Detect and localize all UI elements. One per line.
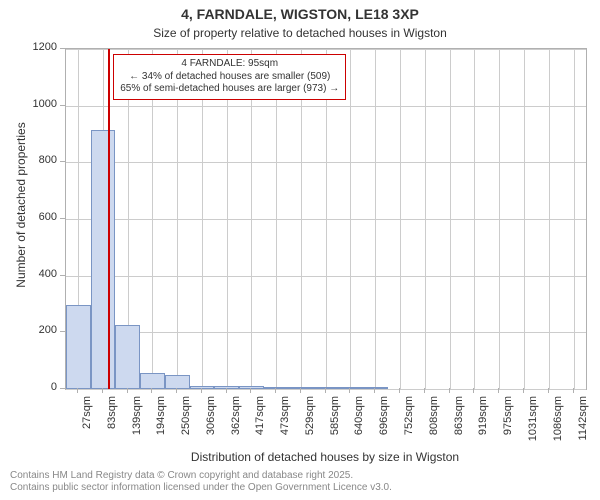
x-tick-label: 752sqm <box>403 396 415 451</box>
annotation-box: 4 FARNDALE: 95sqm← 34% of detached house… <box>113 54 346 100</box>
x-tick-label: 919sqm <box>477 396 489 451</box>
tick-mark-y <box>60 48 65 49</box>
tick-mark-x <box>424 388 425 393</box>
tick-mark-x <box>77 388 78 393</box>
histogram-bar <box>239 386 263 389</box>
tick-mark-y <box>60 331 65 332</box>
x-tick-label: 473sqm <box>279 396 291 451</box>
y-tick-label: 400 <box>17 268 57 280</box>
histogram-bar <box>214 386 239 389</box>
gridline-v <box>549 49 550 389</box>
tick-mark-x <box>151 388 152 393</box>
x-tick-label: 306sqm <box>205 396 217 451</box>
histogram-bar <box>91 130 115 389</box>
tick-mark-x <box>226 388 227 393</box>
y-tick-label: 800 <box>17 154 57 166</box>
x-tick-label: 1142sqm <box>577 396 589 451</box>
tick-mark-x <box>102 388 103 393</box>
gridline-v <box>301 49 302 389</box>
histogram-bar <box>115 325 140 389</box>
tick-mark-y <box>60 388 65 389</box>
tick-mark-x <box>374 388 375 393</box>
annotation-line: 4 FARNDALE: 95sqm <box>120 58 339 71</box>
tick-mark-x <box>201 388 202 393</box>
gridline-v <box>350 49 351 389</box>
gridline-v <box>227 49 228 389</box>
gridline-v <box>375 49 376 389</box>
subject-marker-line <box>108 49 110 389</box>
x-tick-label: 696sqm <box>378 396 390 451</box>
x-tick-label: 808sqm <box>428 396 440 451</box>
gridline-v <box>177 49 178 389</box>
gridline-h <box>66 389 586 390</box>
gridline-v <box>425 49 426 389</box>
tick-mark-x <box>473 388 474 393</box>
footer-line-1: Contains HM Land Registry data © Crown c… <box>10 470 392 482</box>
x-tick-label: 194sqm <box>155 396 167 451</box>
tick-mark-x <box>498 388 499 393</box>
tick-mark-x <box>548 388 549 393</box>
y-tick-label: 600 <box>17 211 57 223</box>
x-tick-label: 640sqm <box>353 396 365 451</box>
chart-container: 4, FARNDALE, WIGSTON, LE18 3XP Size of p… <box>0 0 600 500</box>
chart-subtitle: Size of property relative to detached ho… <box>0 26 600 40</box>
tick-mark-x <box>573 388 574 393</box>
x-tick-label: 1031sqm <box>527 396 539 451</box>
tick-mark-x <box>349 388 350 393</box>
x-tick-label: 250sqm <box>180 396 192 451</box>
annotation-line: 65% of semi-detached houses are larger (… <box>120 83 339 96</box>
footer-attribution: Contains HM Land Registry data © Crown c… <box>10 470 392 494</box>
x-tick-label: 975sqm <box>502 396 514 451</box>
tick-mark-x <box>523 388 524 393</box>
gridline-v <box>574 49 575 389</box>
x-tick-label: 585sqm <box>329 396 341 451</box>
tick-mark-y <box>60 161 65 162</box>
gridline-v <box>326 49 327 389</box>
chart-title: 4, FARNDALE, WIGSTON, LE18 3XP <box>0 6 600 22</box>
tick-mark-x <box>325 388 326 393</box>
x-tick-label: 27sqm <box>81 396 93 451</box>
histogram-bar <box>165 375 189 389</box>
tick-mark-x <box>127 388 128 393</box>
x-tick-label: 139sqm <box>131 396 143 451</box>
y-tick-label: 1200 <box>17 41 57 53</box>
tick-mark-x <box>449 388 450 393</box>
x-tick-label: 1086sqm <box>552 396 564 451</box>
footer-line-2: Contains public sector information licen… <box>10 482 392 494</box>
gridline-v <box>251 49 252 389</box>
tick-mark-x <box>250 388 251 393</box>
x-axis-label: Distribution of detached houses by size … <box>65 450 585 464</box>
gridline-v <box>450 49 451 389</box>
tick-mark-y <box>60 275 65 276</box>
gridline-v <box>474 49 475 389</box>
histogram-bar <box>140 373 165 389</box>
gridline-v <box>276 49 277 389</box>
x-tick-label: 417sqm <box>254 396 266 451</box>
y-tick-label: 0 <box>17 381 57 393</box>
x-tick-label: 362sqm <box>230 396 242 451</box>
tick-mark-y <box>60 105 65 106</box>
gridline-v <box>499 49 500 389</box>
tick-mark-x <box>399 388 400 393</box>
gridline-v <box>152 49 153 389</box>
tick-mark-x <box>275 388 276 393</box>
annotation-line: ← 34% of detached houses are smaller (50… <box>120 71 339 84</box>
gridline-v <box>524 49 525 389</box>
x-tick-label: 863sqm <box>453 396 465 451</box>
x-tick-label: 83sqm <box>106 396 118 451</box>
tick-mark-y <box>60 218 65 219</box>
y-tick-label: 200 <box>17 324 57 336</box>
tick-mark-x <box>176 388 177 393</box>
y-tick-label: 1000 <box>17 98 57 110</box>
histogram-bar <box>66 305 91 389</box>
x-tick-label: 529sqm <box>304 396 316 451</box>
tick-mark-x <box>300 388 301 393</box>
gridline-v <box>400 49 401 389</box>
histogram-bar <box>338 387 362 389</box>
gridline-v <box>202 49 203 389</box>
